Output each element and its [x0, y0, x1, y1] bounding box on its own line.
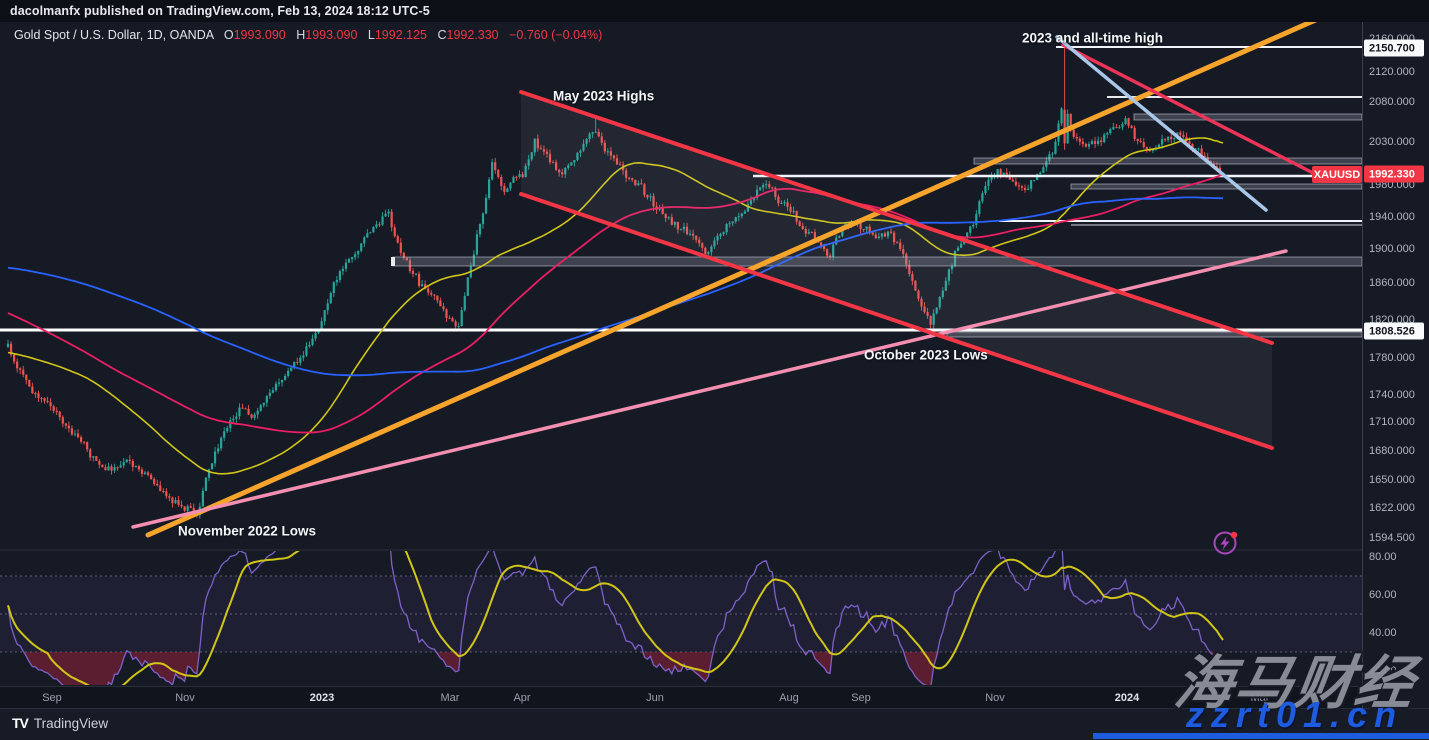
open-value: 1993.090 — [233, 28, 286, 42]
rsi-axis-label: 40.00 — [1369, 627, 1397, 639]
rsi-pane[interactable] — [0, 551, 1362, 685]
time-axis-label: Aug — [779, 692, 799, 704]
main-pane-graphics — [0, 22, 1362, 538]
annotation-all-time-high: 2023 and all-time high — [1022, 30, 1164, 46]
symbol-title: Gold Spot / U.S. Dollar, 1D, OANDA — [14, 28, 214, 42]
annotation-november-2022-lows: November 2022 Lows — [178, 523, 317, 539]
price-axis-label: 1594.500 — [1369, 532, 1415, 544]
time-axis-label: Mar — [1250, 692, 1270, 704]
time-axis-label: Nov — [985, 692, 1005, 704]
watermark-underline — [1093, 733, 1429, 739]
descending-channel-fill — [521, 92, 1272, 448]
price-axis-label: 1622.000 — [1369, 502, 1415, 514]
symbol-price-tag: XAUUSD — [1312, 166, 1362, 183]
price-axis-label: 1740.000 — [1369, 389, 1415, 401]
rsi-axis-label: 80.00 — [1369, 551, 1397, 563]
trendline-descending-channel-bottom — [519, 192, 1274, 450]
rsi-graphics — [0, 551, 1362, 685]
rsi-ma-line — [7, 551, 1224, 685]
tradingview-logo[interactable]: TV TradingView — [12, 715, 108, 731]
last-price-label: 1992.330 — [1364, 165, 1424, 183]
low-value: 1992.125 — [374, 28, 427, 42]
annotation-october-2023-lows: October 2023 Lows — [864, 347, 988, 363]
ma-line-sma100 — [7, 173, 1224, 434]
close-label: C — [437, 28, 447, 42]
ma-line-sma200 — [7, 196, 1224, 377]
publisher-bar: dacolmanfx published on TradingView.com,… — [0, 0, 1429, 22]
high-label: H — [296, 28, 306, 42]
price-axis-label: 1650.000 — [1369, 474, 1415, 486]
rsi-oversold-fill — [0, 652, 1223, 685]
price-axis-label: 1860.000 — [1369, 277, 1415, 289]
boost-flash-icon[interactable] — [1211, 528, 1239, 556]
horizontal-levels — [0, 46, 1362, 338]
rsi-axis-label: 20.00 — [1369, 665, 1397, 677]
time-axis-label: Mar — [440, 692, 460, 704]
high-value: 1993.090 — [305, 28, 358, 42]
time-axis-label: Nov — [175, 692, 195, 704]
price-axis-label: 2080.000 — [1369, 96, 1415, 108]
price-axis-label: 1940.000 — [1369, 211, 1415, 223]
rsi-axis-label: 60.00 — [1369, 589, 1397, 601]
price-axis-label: 1710.000 — [1369, 416, 1415, 428]
trendline-descending-channel-top — [519, 90, 1274, 345]
time-axis-label: Sep — [42, 692, 62, 704]
open-label: O — [223, 28, 234, 42]
price-axis-label: 1780.000 — [1369, 352, 1415, 364]
time-axis-label: Jun — [646, 692, 664, 704]
ath-price-label: 2150.700 — [1364, 39, 1424, 57]
rsi-line — [7, 551, 1224, 685]
time-axis-label: 2024 — [1114, 692, 1140, 704]
main-chart-pane[interactable] — [0, 22, 1362, 550]
symbol-legend[interactable]: Gold Spot / U.S. Dollar, 1D, OANDA O1993… — [14, 28, 602, 42]
watermark-url: zzrt01.cn — [1186, 694, 1404, 735]
tradingview-logo-icon: TV — [12, 715, 29, 731]
price-axis-label: 1900.000 — [1369, 243, 1415, 255]
time-axis-label: 2023 — [309, 692, 335, 704]
change-value: −0.760 (−0.04%) — [509, 28, 603, 42]
close-value: 1992.330 — [446, 28, 499, 42]
low-label: L — [367, 28, 375, 42]
trendline-short-term-descending — [1061, 43, 1319, 177]
time-axis-label: Apr — [513, 692, 531, 704]
price-axis-label: 1680.000 — [1369, 445, 1415, 457]
time-axis[interactable]: Sep Nov 2023 Mar Apr Jun Aug Sep Nov 2024 Mar — [0, 686, 1429, 709]
support-price-label: 1808.526 — [1364, 322, 1424, 340]
price-axis-label: 2120.000 — [1369, 66, 1415, 78]
ma-line-sma50 — [7, 137, 1224, 475]
price-axis-label: 2030.000 — [1369, 136, 1415, 148]
trendline-minor-descending — [1055, 35, 1268, 212]
time-axis-label: Sep — [851, 692, 871, 704]
trendline-secondary-ascending — [131, 249, 1288, 529]
publisher-line: dacolmanfx published on TradingView.com,… — [10, 4, 430, 18]
trendline-long-term-ascending — [145, 22, 1318, 538]
price-axis[interactable]: 2160.0002120.0002080.0002030.0001980.000… — [1362, 22, 1429, 708]
tradingview-brand: TradingView — [33, 715, 109, 731]
annotation-may-2023-highs: May 2023 Highs — [553, 88, 655, 104]
